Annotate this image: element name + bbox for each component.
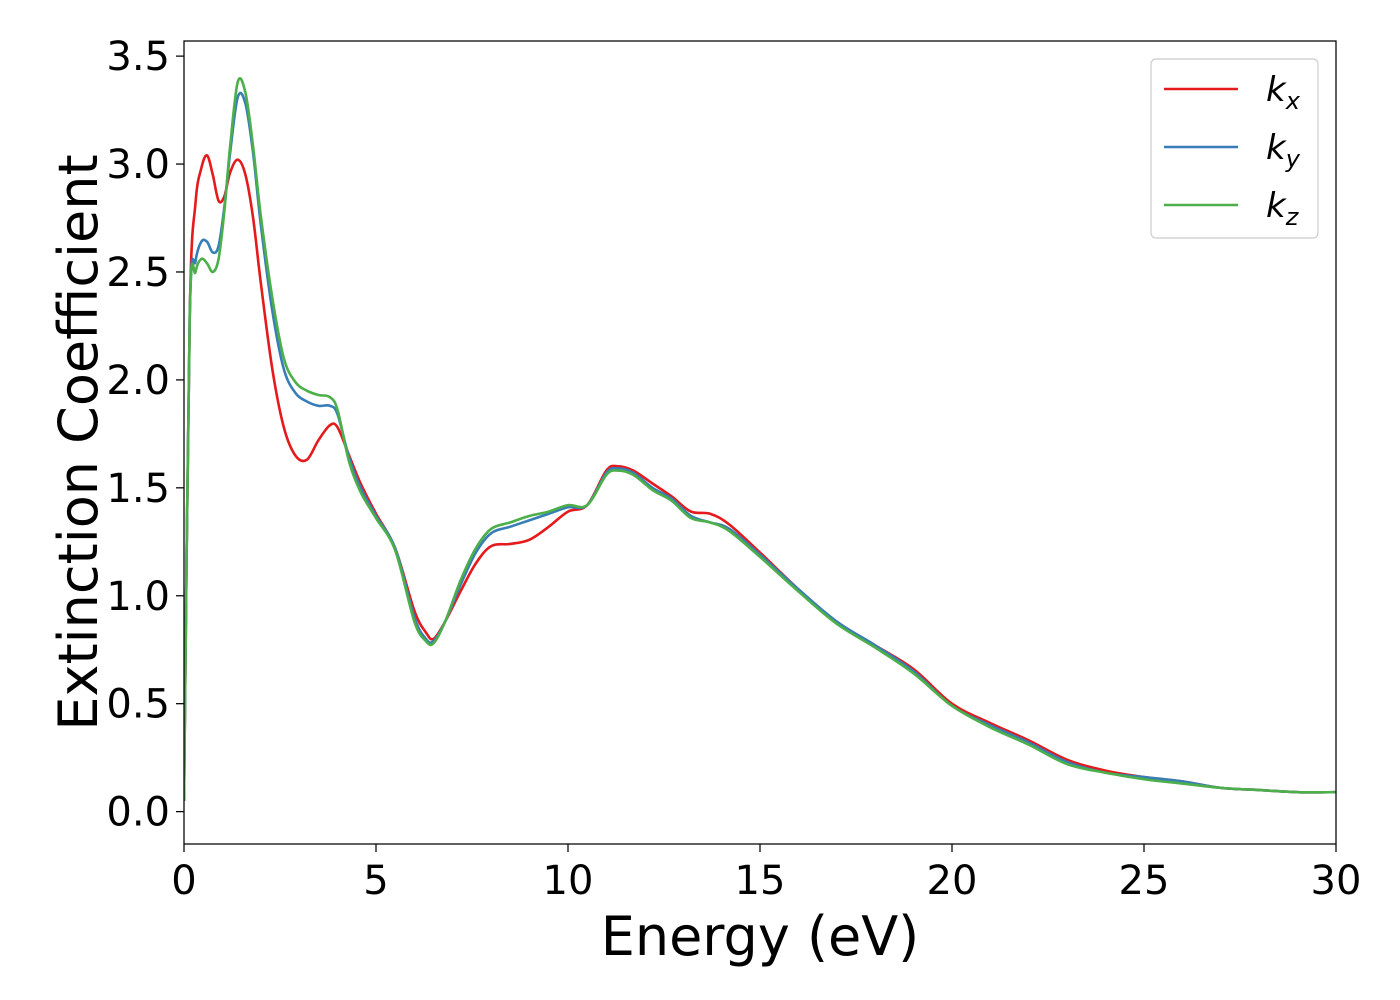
legend-label-x: kx (1266, 70, 1301, 115)
plot-area (184, 77, 1336, 801)
y-tick-label: 2.0 (106, 358, 170, 404)
series-line-x (184, 154, 1336, 801)
legend-box (1150, 58, 1319, 239)
y-axis-ticks: 0.0 0.5 1.0 1.5 2.0 2.5 3.0 3.5 (106, 34, 184, 836)
legend-label-z: kz (1266, 186, 1300, 231)
y-tick-label: 3.0 (106, 142, 170, 188)
legend-label-subscript: x (1285, 87, 1301, 115)
y-tick-label: 1.5 (106, 466, 170, 512)
y-axis-label: Extinction Coefficient (47, 154, 110, 730)
y-tick-label: 2.5 (106, 250, 170, 296)
x-tick-label: 0 (171, 858, 196, 904)
y-tick-label: 0.0 (106, 790, 170, 836)
x-axis-label: Energy (eV) (601, 905, 920, 968)
x-axis-ticks: 0 5 10 15 20 25 30 (171, 844, 1361, 904)
x-tick-label: 25 (1119, 858, 1170, 904)
x-tick-label: 20 (927, 858, 978, 904)
legend-label-subscript: y (1285, 145, 1301, 173)
legend-label-subscript: z (1285, 203, 1300, 231)
x-tick-label: 30 (1311, 858, 1362, 904)
y-tick-label: 3.5 (106, 34, 170, 80)
legend-label-base: k (1266, 70, 1287, 110)
legend-label-base: k (1266, 128, 1287, 168)
legend-label-base: k (1266, 186, 1287, 226)
x-tick-label: 10 (543, 858, 594, 904)
y-tick-label: 1.0 (106, 574, 170, 620)
x-tick-label: 15 (735, 858, 786, 904)
y-tick-label: 0.5 (106, 682, 170, 728)
series-line-z (184, 77, 1336, 801)
x-tick-label: 5 (363, 858, 388, 904)
legend-label-y: ky (1266, 128, 1301, 173)
